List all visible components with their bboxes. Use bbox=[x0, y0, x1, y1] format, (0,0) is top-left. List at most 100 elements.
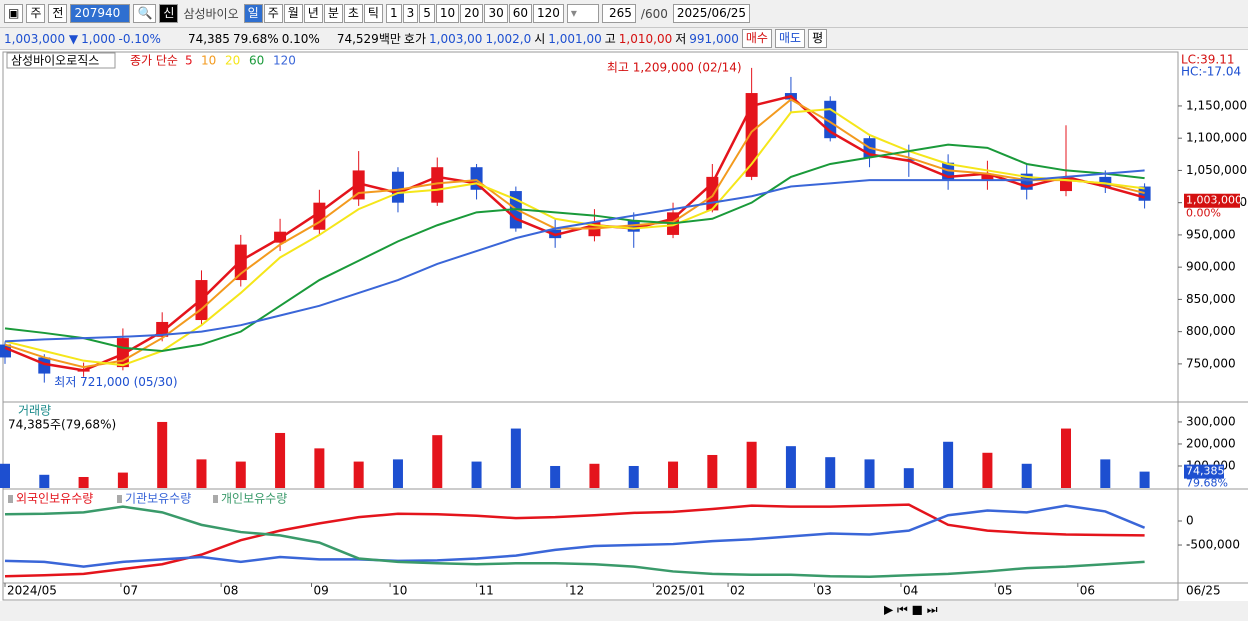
period-button[interactable]: 일 bbox=[243, 4, 263, 23]
code-input[interactable]: 207940 bbox=[70, 4, 131, 23]
holding-line bbox=[4, 504, 1146, 568]
x-tick-label: 12 bbox=[569, 584, 584, 598]
stock-name: 삼성바이오 bbox=[183, 7, 239, 21]
legend-icon bbox=[117, 495, 122, 503]
high: 1,010,00 bbox=[618, 31, 673, 46]
info-bar: 1,003,000 ▼ 1,000 -0.10% 74,385 79.68% 0… bbox=[0, 28, 1248, 50]
x-tick-label: 03 bbox=[817, 584, 832, 598]
x-tick-label: 10 bbox=[392, 584, 407, 598]
legend-icon bbox=[8, 495, 13, 503]
pane-subtitle: 74,385주(79,68%) bbox=[8, 418, 116, 432]
x-tick-label: 05 bbox=[997, 584, 1012, 598]
period-button[interactable]: 틱 bbox=[363, 4, 383, 23]
hc-label: HC:-17.04 bbox=[1181, 65, 1241, 79]
scroll-controls[interactable]: ▶ ⏮ ■ ⏭ bbox=[884, 603, 938, 617]
y-tick-label: 300,000 bbox=[1186, 414, 1236, 428]
mode[interactable]: 전 bbox=[48, 4, 68, 23]
y-tick-label: -500,000 bbox=[1186, 538, 1240, 552]
x-tick-label: 06 bbox=[1080, 584, 1095, 598]
period-button[interactable]: 년 bbox=[303, 4, 323, 23]
interval-button[interactable]: 20 bbox=[460, 4, 484, 23]
volume-bar bbox=[825, 457, 836, 488]
count[interactable]: 265 bbox=[601, 4, 636, 23]
x-tick-label: 09 bbox=[314, 584, 329, 598]
volume-bar bbox=[353, 461, 364, 488]
interval-button[interactable]: 60 bbox=[508, 4, 533, 23]
x-tick-label: 08 bbox=[223, 584, 238, 598]
legend-entry: 개인보유수량 bbox=[221, 492, 287, 506]
volume-bar bbox=[78, 476, 89, 488]
last-ratio-label: 79.68% bbox=[1186, 477, 1228, 490]
period-button[interactable]: 주 bbox=[263, 4, 283, 23]
last-price-label: 1,003,000 bbox=[1186, 194, 1242, 207]
volume-bar bbox=[471, 461, 482, 488]
y-tick-label: 950,000 bbox=[1186, 227, 1236, 241]
ma-line bbox=[4, 98, 1145, 369]
volume-bar bbox=[589, 463, 600, 488]
interval-button[interactable]: 120 bbox=[533, 4, 564, 23]
ma-line bbox=[4, 169, 1145, 343]
low-label: 저 bbox=[675, 32, 687, 46]
interval-button[interactable]: 10 bbox=[435, 4, 460, 23]
interval-select[interactable]: ▾ bbox=[566, 4, 599, 23]
market[interactable]: 주 bbox=[26, 4, 46, 23]
last-change-label: 0.00% bbox=[1186, 207, 1221, 220]
legend-entry: 60 bbox=[249, 54, 264, 68]
turnover: 0.10% bbox=[281, 31, 320, 46]
candle-body bbox=[1020, 173, 1033, 190]
sell-button[interactable]: 매도 bbox=[774, 29, 806, 48]
candle-body bbox=[431, 167, 444, 203]
volume-bar bbox=[707, 454, 718, 488]
period-button[interactable]: 초 bbox=[343, 4, 363, 23]
last-price-box bbox=[1184, 193, 1240, 208]
ma-line bbox=[4, 108, 1145, 367]
volume-bar bbox=[196, 459, 207, 488]
candle-body bbox=[391, 171, 404, 203]
holding-line bbox=[4, 505, 1145, 578]
scrollbar[interactable] bbox=[0, 601, 1248, 621]
change-pct: -0.10% bbox=[118, 31, 161, 46]
volume-bar bbox=[392, 459, 403, 488]
x-tick-label: 2025/01 bbox=[655, 584, 705, 598]
volume-bar bbox=[628, 465, 639, 488]
x-tick-label: 02 bbox=[730, 584, 745, 598]
volume-bar bbox=[864, 459, 875, 488]
price: 1,003,000 ▼ bbox=[4, 31, 79, 46]
volume-bar bbox=[1139, 471, 1150, 488]
x-tick-label: 11 bbox=[479, 584, 494, 598]
interval-button[interactable]: 1 bbox=[385, 4, 402, 23]
interval-button[interactable]: 3 bbox=[402, 4, 419, 23]
avg-button[interactable]: 평 bbox=[808, 29, 828, 48]
volume-bar bbox=[903, 468, 914, 488]
interval-button[interactable]: 5 bbox=[419, 4, 435, 23]
period-button[interactable]: 분 bbox=[323, 4, 343, 23]
ma-line bbox=[4, 94, 1145, 372]
y-tick-label: 800,000 bbox=[1186, 324, 1236, 338]
legend-entry: 120 bbox=[273, 54, 296, 68]
max-count: /600 bbox=[640, 6, 668, 21]
quote-label: 호가 bbox=[403, 32, 426, 46]
interval-group: 1 3 5 10 20 30 60 120 bbox=[385, 4, 564, 23]
annotation: 최저 721,000 (05/30) bbox=[54, 375, 177, 389]
y-tick-label: 750,000 bbox=[1186, 356, 1236, 370]
menu-button[interactable]: ▣ bbox=[4, 4, 24, 23]
date[interactable]: 2025/06/25 bbox=[672, 4, 751, 23]
interval-button[interactable]: 30 bbox=[484, 4, 508, 23]
volume: 74,385 bbox=[187, 31, 230, 46]
volume-bar bbox=[1100, 459, 1111, 488]
pane-title: 거래량 bbox=[18, 404, 51, 418]
legend-entry: 기관보유수량 bbox=[125, 492, 191, 506]
period-button[interactable]: 월 bbox=[283, 4, 303, 23]
x-tick-label: 04 bbox=[903, 584, 918, 598]
search[interactable]: 🔍 bbox=[133, 4, 157, 23]
chart-title: 삼성바이오로직스 bbox=[11, 54, 99, 68]
volume-bar bbox=[235, 461, 246, 488]
volume-bar bbox=[982, 452, 993, 488]
volume-ratio: 79.68% bbox=[232, 31, 279, 46]
volume-bar bbox=[117, 472, 128, 488]
buy-button[interactable]: 매수 bbox=[741, 29, 772, 48]
y-tick-label: 1,150,000 bbox=[1186, 98, 1247, 112]
